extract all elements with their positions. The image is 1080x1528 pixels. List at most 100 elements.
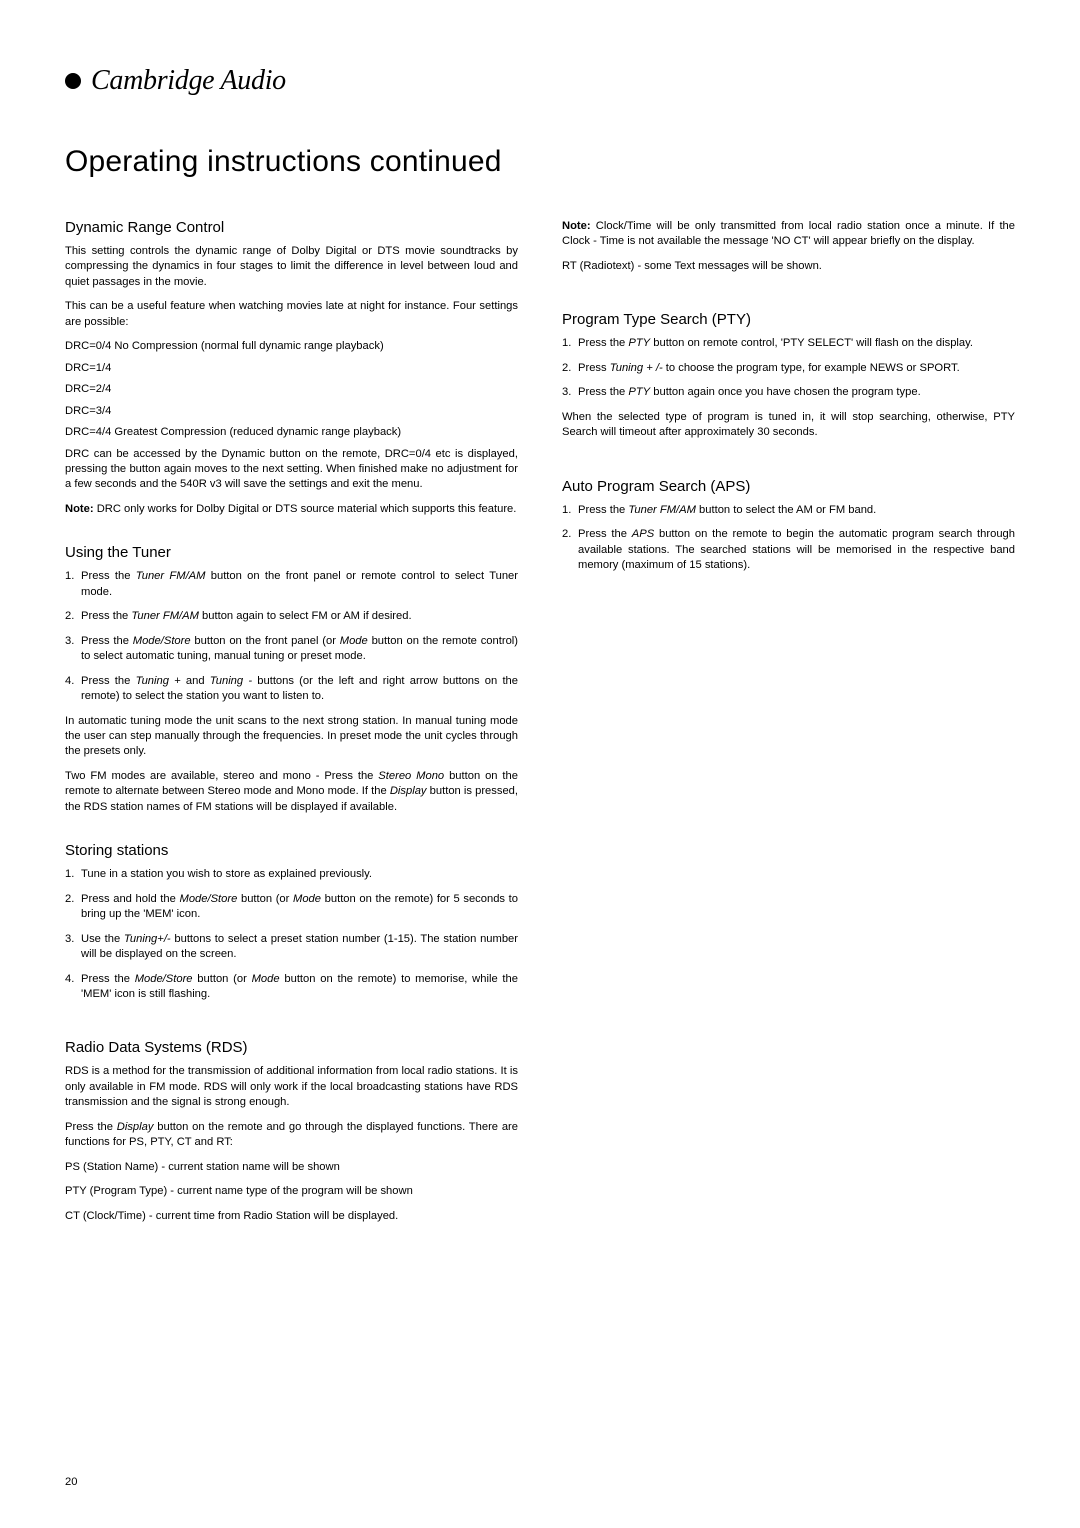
rds-p1: RDS is a method for the transmission of … — [65, 1064, 518, 1110]
pty-list: 1.Press the PTY button on remote control… — [562, 336, 1015, 400]
rp2b: Display — [117, 1121, 154, 1133]
drc-l4: DRC=3/4 — [65, 404, 518, 419]
ct-note: Note: Clock/Time will be only transmitte… — [562, 219, 1015, 250]
pty-step-1: 1.Press the PTY button on remote control… — [562, 336, 1015, 351]
p1b: PTY — [628, 337, 650, 349]
s1: Tune in a station you wish to store as e… — [81, 868, 372, 880]
drc-l1: DRC=0/4 No Compression (normal full dyna… — [65, 339, 518, 354]
storing-step-1: 1.Tune in a station you wish to store as… — [65, 867, 518, 882]
s3b: Tuning+/- — [124, 933, 171, 945]
t2b: Tuner FM/AM — [131, 610, 199, 622]
t2a: Press the — [81, 610, 131, 622]
tp2b: Stereo Mono — [378, 770, 444, 782]
pty-p1: When the selected type of program is tun… — [562, 410, 1015, 441]
a1a: Press the — [578, 504, 628, 516]
rds-heading: Radio Data Systems (RDS) — [65, 1039, 518, 1056]
tuner-step-2: 2.Press the Tuner FM/AM button again to … — [65, 609, 518, 624]
tuner-step-1: 1.Press the Tuner FM/AM button on the fr… — [65, 569, 518, 600]
drc-levels: DRC=0/4 No Compression (normal full dyna… — [65, 339, 518, 440]
content-columns: Dynamic Range Control This setting contr… — [65, 219, 1015, 1233]
p2c: to choose the program type, for example … — [663, 362, 960, 374]
drc-p2: This can be a useful feature when watchi… — [65, 299, 518, 330]
page-number: 20 — [65, 1476, 77, 1488]
drc-p1: This setting controls the dynamic range … — [65, 244, 518, 290]
p3a: Press the — [578, 386, 628, 398]
t3a: Press the — [81, 635, 133, 647]
s4b: Mode/Store — [135, 973, 193, 985]
drc-p3: DRC can be accessed by the Dynamic butto… — [65, 447, 518, 493]
rds-p4: PTY (Program Type) - current name type o… — [65, 1184, 518, 1199]
a2b: APS — [632, 528, 654, 540]
aps-heading: Auto Program Search (APS) — [562, 478, 1015, 495]
storing-step-4: 4.Press the Mode/Store button (or Mode b… — [65, 972, 518, 1003]
tuner-list: 1.Press the Tuner FM/AM button on the fr… — [65, 569, 518, 704]
section-drc: Dynamic Range Control This setting contr… — [65, 219, 518, 517]
tuner-step-3: 3.Press the Mode/Store button on the fro… — [65, 634, 518, 665]
tp2d: Display — [390, 785, 427, 797]
t3d: Mode — [340, 635, 368, 647]
section-tuner: Using the Tuner 1.Press the Tuner FM/AM … — [65, 544, 518, 815]
tuner-p1: In automatic tuning mode the unit scans … — [65, 714, 518, 760]
aps-step-1: 1.Press the Tuner FM/AM button to select… — [562, 503, 1015, 518]
pty-step-2: 2.Press Tuning + /- to choose the progra… — [562, 361, 1015, 376]
rds-p2: Press the Display button on the remote a… — [65, 1120, 518, 1151]
storing-heading: Storing stations — [65, 842, 518, 859]
drc-heading: Dynamic Range Control — [65, 219, 518, 236]
brand-text: Cambridge Audio — [91, 65, 286, 97]
ct-note-text: Clock/Time will be only transmitted from… — [562, 220, 1015, 247]
s3a: Use the — [81, 933, 124, 945]
tuner-step-4: 4.Press the Tuning + and Tuning - button… — [65, 674, 518, 705]
s2b: Mode/Store — [180, 893, 238, 905]
drc-l3: DRC=2/4 — [65, 382, 518, 397]
right-column: Note: Clock/Time will be only transmitte… — [562, 219, 1015, 1233]
a2a: Press the — [578, 528, 632, 540]
storing-step-2: 2.Press and hold the Mode/Store button (… — [65, 892, 518, 923]
brand: Cambridge Audio — [65, 65, 1015, 97]
tuner-heading: Using the Tuner — [65, 544, 518, 561]
aps-step-2: 2.Press the APS button on the remote to … — [562, 527, 1015, 573]
rp2a: Press the — [65, 1121, 117, 1133]
t1a: Press the — [81, 570, 136, 582]
p2a: Press — [578, 362, 610, 374]
t4b: Tuning + — [136, 675, 181, 687]
s2a: Press and hold the — [81, 893, 180, 905]
s2c: button (or — [237, 893, 293, 905]
section-storing: Storing stations 1.Tune in a station you… — [65, 842, 518, 1002]
a1c: button to select the AM or FM band. — [696, 504, 876, 516]
t3c: button on the front panel (or — [191, 635, 340, 647]
section-ct: Note: Clock/Time will be only transmitte… — [562, 219, 1015, 274]
pty-heading: Program Type Search (PTY) — [562, 311, 1015, 328]
t1b: Tuner FM/AM — [136, 570, 206, 582]
section-rds: Radio Data Systems (RDS) RDS is a method… — [65, 1039, 518, 1224]
t2c: button again to select FM or AM if desir… — [199, 610, 412, 622]
storing-list: 1.Tune in a station you wish to store as… — [65, 867, 518, 1002]
brand-dot-icon — [65, 73, 81, 89]
s4a: Press the — [81, 973, 135, 985]
t4a: Press the — [81, 675, 136, 687]
note-label: Note: — [65, 503, 94, 515]
drc-l2: DRC=1/4 — [65, 361, 518, 376]
a1b: Tuner FM/AM — [628, 504, 696, 516]
pty-step-3: 3.Press the PTY button again once you ha… — [562, 385, 1015, 400]
p1c: button on remote control, 'PTY SELECT' w… — [650, 337, 973, 349]
drc-note: Note: DRC only works for Dolby Digital o… — [65, 502, 518, 517]
section-pty: Program Type Search (PTY) 1.Press the PT… — [562, 311, 1015, 440]
tuner-p2: Two FM modes are available, stereo and m… — [65, 769, 518, 815]
p2b: Tuning + /- — [610, 362, 663, 374]
p3c: button again once you have chosen the pr… — [650, 386, 921, 398]
s4d: Mode — [252, 973, 280, 985]
t4d: Tuning - — [210, 675, 252, 687]
s4c: button (or — [193, 973, 252, 985]
left-column: Dynamic Range Control This setting contr… — [65, 219, 518, 1233]
tp2a: Two FM modes are available, stereo and m… — [65, 770, 378, 782]
s2d: Mode — [293, 893, 321, 905]
t3b: Mode/Store — [133, 635, 191, 647]
page-title: Operating instructions continued — [65, 145, 1015, 179]
drc-note-text: DRC only works for Dolby Digital or DTS … — [94, 503, 517, 515]
p1a: Press the — [578, 337, 628, 349]
section-aps: Auto Program Search (APS) 1.Press the Tu… — [562, 478, 1015, 574]
t4c: and — [181, 675, 210, 687]
storing-step-3: 3.Use the Tuning+/- buttons to select a … — [65, 932, 518, 963]
rds-p5: CT (Clock/Time) - current time from Radi… — [65, 1209, 518, 1224]
rds-p3: PS (Station Name) - current station name… — [65, 1160, 518, 1175]
